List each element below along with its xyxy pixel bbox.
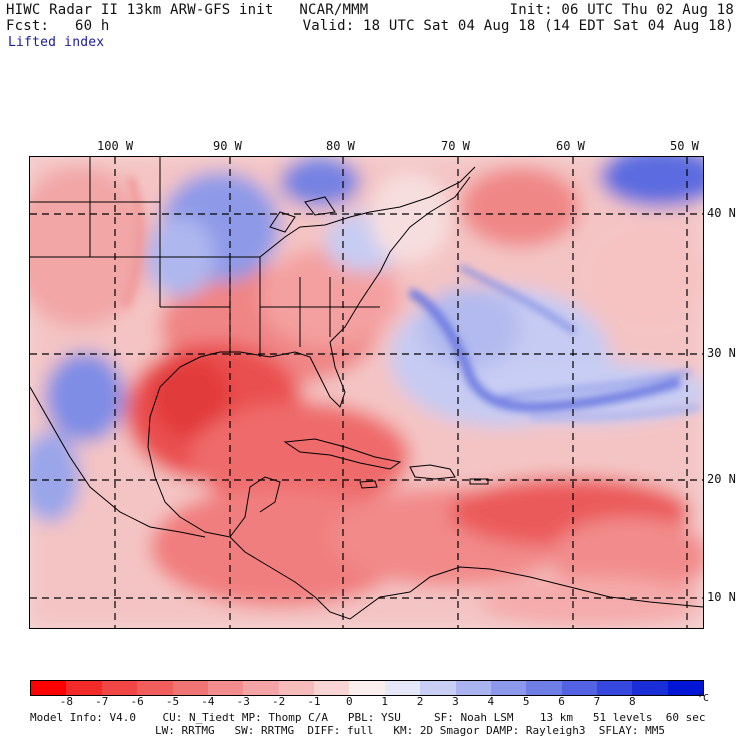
valid-time: Valid: 18 UTC Sat 04 Aug 18 (14 EDT Sat … — [302, 18, 734, 34]
colorbar-swatch — [490, 681, 527, 695]
lon-label-100w: 100 W — [97, 139, 134, 153]
colorbar-swatch — [278, 681, 314, 695]
colorbar-tick-label: -7 — [95, 695, 109, 708]
colorbar-tick-label: -8 — [59, 695, 73, 708]
colorbar-swatch — [384, 681, 421, 695]
colorbar-swatch — [137, 681, 173, 695]
lon-label-60w: 60 W — [556, 139, 585, 153]
model-info-line2: LW: RRTMG SW: RRTMG DIFF: full KM: 2D Sm… — [155, 724, 665, 737]
colorbar-swatch — [172, 681, 208, 695]
colorbar-swatch — [667, 681, 704, 695]
colorbar-swatch — [243, 681, 279, 695]
colorbar-tick-label: 3 — [452, 695, 459, 708]
colorbar-swatch — [349, 681, 385, 695]
field-shading — [30, 157, 703, 628]
init-time: Init: 06 UTC Thu 02 Aug 18 — [509, 2, 734, 18]
colorbar-swatch — [314, 681, 350, 695]
lon-label-50w: 50 W — [670, 139, 699, 153]
colorbar — [30, 680, 704, 696]
colorbar-swatch — [455, 681, 491, 695]
colorbar-tick-label: 8 — [628, 695, 636, 708]
lon-label-80w: 80 W — [326, 139, 355, 153]
lon-label-70w: 70 W — [441, 139, 470, 153]
field-name: Lifted index — [8, 35, 105, 50]
model-info-line1: Model Info: V4.0 CU: N_Tiedt MP: Thomp C… — [30, 711, 706, 724]
colorbar-tick-label: -4 — [201, 695, 215, 708]
forecast-hour: Fcst: 60 h — [6, 18, 110, 34]
colorbar-tick-label: -6 — [130, 695, 144, 708]
lat-label-40n: 40 N — [707, 206, 736, 220]
colorbar-swatch — [207, 681, 244, 695]
lat-label-20n: 20 N — [707, 472, 736, 486]
colorbar-tick-label: 1 — [381, 695, 388, 708]
colorbar-swatch — [561, 681, 597, 695]
map-canvas — [30, 157, 703, 628]
colorbar-swatch — [66, 681, 102, 695]
colorbar-tick-label: -3 — [236, 695, 250, 708]
lon-label-90w: 90 W — [213, 139, 242, 153]
colorbar-tick-label: 7 — [593, 695, 601, 708]
colorbar-tick-label: -5 — [165, 695, 180, 708]
colorbar-tick-label: 4 — [487, 695, 495, 708]
colorbar-tick-label: -2 — [271, 695, 286, 708]
lat-lon-grid — [30, 157, 703, 628]
colorbar-swatch — [597, 681, 633, 695]
colorbar-tick-label: -1 — [307, 695, 321, 708]
colorbar-swatch — [420, 681, 456, 695]
colorbar-tick-label: 6 — [558, 695, 565, 708]
colorbar-swatch — [526, 681, 562, 695]
colorbar-tick-label: 0 — [346, 695, 353, 708]
colorbar-swatch — [101, 681, 138, 695]
atlantic-swirl — [121, 175, 701, 421]
lifted-index-map — [29, 156, 704, 629]
lat-label-30n: 30 N — [707, 346, 736, 360]
model-title: HIWC Radar II 13km ARW-GFS init NCAR/MMM — [6, 2, 369, 18]
colorbar-tick-label: 2 — [416, 695, 424, 708]
colorbar-unit: °C — [697, 693, 710, 704]
colorbar-tick-label: 5 — [522, 695, 530, 708]
colorbar-swatch — [31, 681, 67, 695]
colorbar-swatch — [632, 681, 668, 695]
lat-label-10n: 10 N — [707, 590, 736, 604]
